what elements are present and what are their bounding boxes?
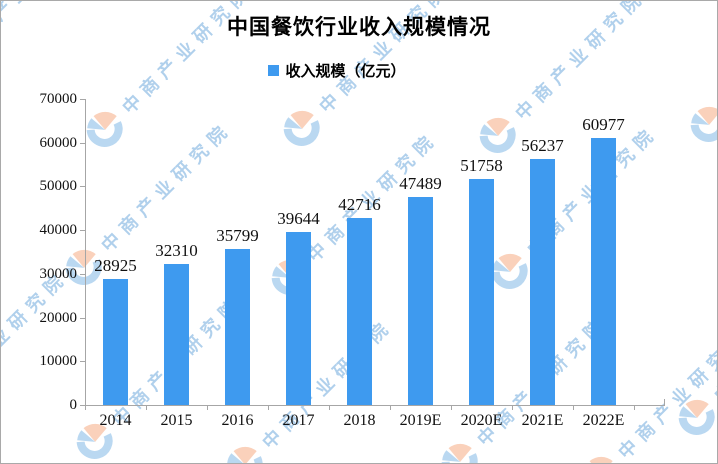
bar bbox=[469, 178, 494, 405]
bar bbox=[347, 218, 372, 405]
x-axis-tick bbox=[573, 405, 574, 410]
x-axis bbox=[85, 405, 665, 406]
bar-value-label: 51758 bbox=[460, 155, 503, 175]
bar-value-label: 28925 bbox=[94, 255, 137, 275]
bar bbox=[286, 231, 311, 405]
x-axis-label: 2017 bbox=[282, 412, 315, 429]
x-axis-end-tick bbox=[664, 399, 665, 405]
legend-label: 收入规模（亿元） bbox=[285, 62, 406, 80]
y-axis-tick bbox=[80, 405, 85, 406]
x-axis-label: 2014 bbox=[99, 412, 132, 429]
y-axis-tick bbox=[80, 361, 85, 363]
x-axis-tick bbox=[634, 405, 635, 410]
y-axis-label: 30000 bbox=[39, 265, 78, 282]
y-axis-label: 40000 bbox=[39, 222, 78, 239]
x-axis-label: 2019E bbox=[399, 412, 442, 429]
x-axis-tick bbox=[512, 405, 513, 410]
y-axis-label: 0 bbox=[69, 397, 78, 413]
y-axis-label: 20000 bbox=[39, 309, 78, 326]
x-axis-label: 2016 bbox=[221, 412, 254, 429]
bar bbox=[408, 197, 433, 405]
bar-value-label: 32310 bbox=[155, 240, 198, 260]
legend: 收入规模（亿元） bbox=[1, 60, 695, 81]
bar bbox=[530, 159, 555, 405]
y-axis-tick bbox=[80, 99, 85, 100]
y-axis-label: 50000 bbox=[39, 178, 78, 195]
x-axis-tick bbox=[146, 405, 147, 410]
x-axis-label: 2018 bbox=[343, 412, 376, 429]
bar-value-label: 42716 bbox=[338, 195, 381, 215]
bar bbox=[103, 278, 128, 405]
bar-value-label: 60977 bbox=[582, 115, 625, 135]
x-axis-tick bbox=[390, 405, 391, 410]
bar bbox=[225, 248, 250, 405]
y-axis-tick bbox=[80, 186, 85, 188]
x-axis-tick bbox=[329, 405, 330, 410]
x-axis-tick bbox=[451, 405, 452, 410]
x-axis-label: 2020E bbox=[460, 412, 503, 429]
y-axis-tick bbox=[80, 273, 85, 275]
x-axis-tick bbox=[207, 405, 208, 410]
bar-value-label: 56237 bbox=[521, 136, 564, 156]
bar-value-label: 35799 bbox=[216, 225, 259, 245]
bar-value-label: 47489 bbox=[399, 174, 442, 194]
x-axis-tick bbox=[268, 405, 269, 410]
y-axis bbox=[85, 99, 86, 406]
legend-swatch-icon bbox=[268, 65, 280, 76]
x-axis-tick bbox=[85, 405, 86, 410]
y-axis-label: 10000 bbox=[39, 353, 78, 370]
bar bbox=[164, 263, 189, 405]
y-axis-label: 70000 bbox=[39, 91, 78, 107]
chart-title: 中国餐饮行业收入规模情况 bbox=[227, 15, 491, 39]
y-axis-tick bbox=[80, 142, 85, 144]
x-axis-label: 2022E bbox=[582, 412, 625, 429]
y-axis-tick bbox=[80, 230, 85, 232]
y-axis-label: 60000 bbox=[39, 134, 78, 151]
y-axis-tick bbox=[80, 317, 85, 319]
bar bbox=[591, 138, 616, 405]
x-axis-label: 2021E bbox=[521, 412, 564, 429]
x-axis-label: 2015 bbox=[160, 412, 193, 429]
bar-value-label: 39644 bbox=[277, 208, 320, 228]
